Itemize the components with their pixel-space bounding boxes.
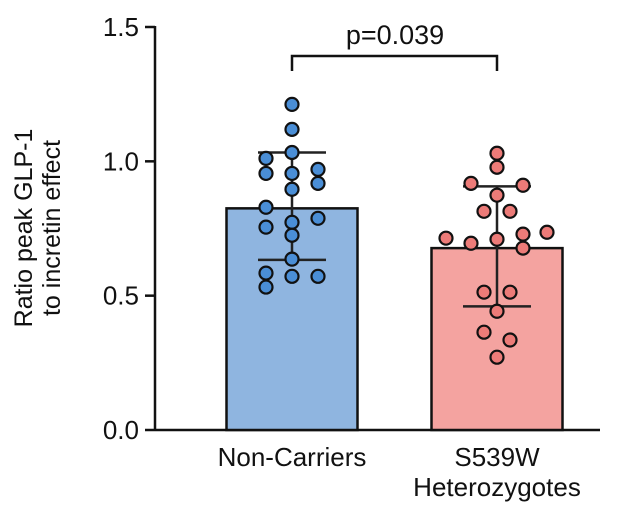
y-axis-label-line2: to incretin effect [38,140,66,316]
data-point [502,332,518,348]
data-point [539,224,555,240]
data-point [515,240,531,256]
data-point [310,210,326,226]
y-tick-label: 0.5 [103,281,139,311]
data-point [310,268,326,284]
data-point [502,284,518,300]
data-point [463,175,479,191]
data-point [284,214,300,230]
data-point [284,268,300,284]
data-point [284,144,300,161]
data-point [438,230,454,246]
y-tick-label: 0.0 [103,415,139,445]
data-point [258,150,274,166]
data-point [489,187,505,203]
data-point [489,231,505,247]
data-point [284,181,300,197]
data-point [284,227,300,243]
x-tick-label: S539W [454,442,540,472]
y-axis-label-line1: Ratio peak GLP-1 [10,129,38,328]
x-tick-label: Heterozygotes [413,472,581,502]
data-point [258,219,274,235]
data-point [310,161,326,177]
data-point [258,279,274,295]
y-tick-label: 1.0 [103,146,139,176]
data-point [515,177,531,193]
x-tick-label: Non-Carriers [218,442,367,472]
data-point [310,175,326,191]
data-point [284,121,300,137]
data-point [489,303,505,319]
data-point [489,159,505,175]
data-point [489,145,505,161]
data-point [258,165,274,182]
data-point [476,284,492,300]
y-tick-label: 1.5 [103,12,139,42]
data-point [284,96,300,112]
bar-group [430,145,564,432]
data-point [258,265,274,281]
data-point [284,165,300,182]
data-point [502,203,518,219]
p-value-annotation: p=0.039 [346,20,444,50]
data-point [489,349,505,365]
data-point [476,203,492,219]
significance-bracket [290,54,499,71]
bar-group [225,96,359,432]
data-point [476,324,492,340]
data-point [515,226,531,242]
data-point [284,251,300,267]
data-point [463,235,479,251]
data-point [258,199,274,215]
